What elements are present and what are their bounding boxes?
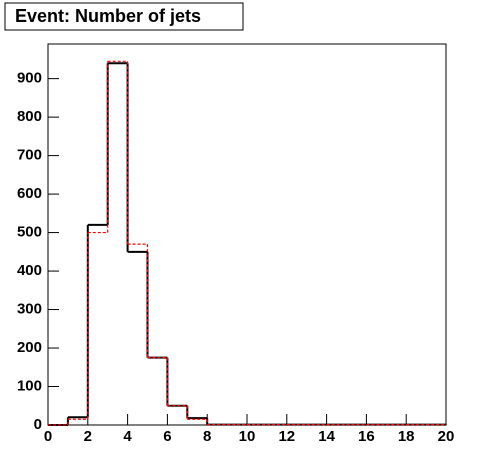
y-tick-label: 700 bbox=[17, 147, 42, 164]
y-tick-label: 100 bbox=[17, 377, 42, 394]
y-tick-label: 300 bbox=[17, 301, 42, 318]
x-tick-label: 10 bbox=[239, 428, 256, 445]
x-tick-label: 12 bbox=[278, 428, 295, 445]
x-tick-label: 8 bbox=[203, 428, 211, 445]
plot-frame bbox=[47, 43, 447, 426]
y-tick-label: 800 bbox=[17, 108, 42, 125]
title-box bbox=[4, 2, 244, 31]
x-tick-label: 18 bbox=[398, 428, 415, 445]
x-tick-label: 14 bbox=[318, 428, 335, 445]
y-tick-label: 500 bbox=[17, 224, 42, 241]
x-tick-label: 0 bbox=[44, 428, 52, 445]
x-tick-label: 4 bbox=[123, 428, 132, 445]
y-tick-label: 400 bbox=[17, 262, 42, 279]
x-tick-label: 20 bbox=[438, 428, 455, 445]
x-tick-label: 16 bbox=[358, 428, 375, 445]
bin-riser bbox=[67, 61, 447, 425]
chart-title: Event: Number of jets bbox=[15, 6, 201, 26]
y-tick-label: 600 bbox=[17, 185, 42, 202]
y-tick-label: 0 bbox=[34, 416, 42, 433]
x-tick-label: 6 bbox=[163, 428, 171, 445]
x-tick-label: 2 bbox=[84, 428, 92, 445]
y-tick-label: 200 bbox=[17, 339, 42, 356]
y-tick-label: 900 bbox=[17, 70, 42, 87]
